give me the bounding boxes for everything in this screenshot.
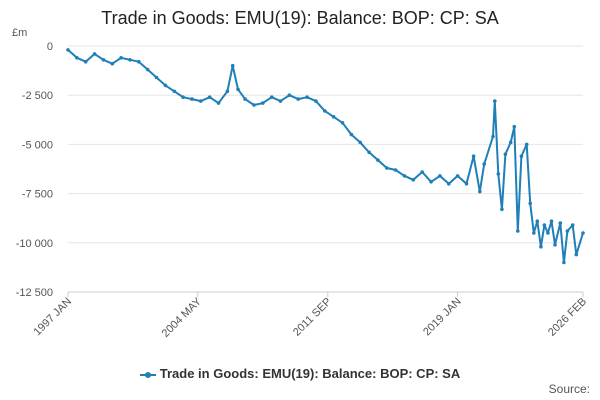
data-point[interactable] bbox=[402, 174, 407, 178]
y-tick-label: -7 500 bbox=[22, 189, 53, 201]
data-point[interactable] bbox=[553, 243, 557, 247]
data-point[interactable] bbox=[493, 99, 497, 103]
data-point[interactable] bbox=[562, 260, 566, 265]
y-tick-label: -10 000 bbox=[16, 238, 53, 250]
data-point[interactable] bbox=[455, 174, 460, 178]
data-point[interactable] bbox=[376, 158, 380, 162]
data-point[interactable] bbox=[252, 103, 256, 107]
data-point[interactable] bbox=[478, 189, 482, 194]
data-point[interactable] bbox=[558, 221, 563, 225]
data-point[interactable] bbox=[287, 93, 292, 97]
x-axis-ticks: 1997 JAN 2004 MAY 2011 SEP 2019 JAN 2026 FEB bbox=[31, 292, 589, 340]
data-point[interactable] bbox=[190, 97, 194, 101]
data-point[interactable] bbox=[236, 87, 240, 92]
data-point[interactable] bbox=[420, 170, 425, 174]
x-tick-label: 2011 SEP bbox=[291, 296, 334, 339]
data-point[interactable] bbox=[305, 95, 309, 99]
data-point[interactable] bbox=[535, 219, 540, 223]
data-point[interactable] bbox=[225, 89, 230, 94]
data-point[interactable] bbox=[429, 180, 433, 184]
legend-label: Trade in Goods: EMU(19): Balance: BOP: C… bbox=[159, 366, 461, 381]
chart-title: Trade in Goods: EMU(19): Balance: BOP: C… bbox=[101, 8, 499, 28]
data-point[interactable] bbox=[101, 58, 106, 62]
data-point[interactable] bbox=[278, 99, 283, 103]
data-point[interactable] bbox=[83, 59, 88, 64]
y-tick-label: -12 500 bbox=[16, 287, 53, 299]
data-point[interactable] bbox=[393, 168, 398, 172]
data-point[interactable] bbox=[137, 59, 141, 64]
y-tick-label: -2 500 bbox=[22, 90, 53, 102]
data-point[interactable] bbox=[464, 182, 469, 186]
data-point[interactable] bbox=[482, 162, 487, 166]
data-point[interactable] bbox=[243, 97, 247, 101]
data-point[interactable] bbox=[524, 142, 529, 147]
data-point[interactable] bbox=[92, 52, 97, 56]
data-point[interactable] bbox=[574, 252, 579, 257]
data-point[interactable] bbox=[296, 97, 301, 101]
data-point[interactable] bbox=[181, 95, 185, 99]
y-tick-label: -5 000 bbox=[22, 139, 53, 151]
data-point[interactable] bbox=[172, 89, 177, 94]
data-point[interactable] bbox=[447, 182, 451, 186]
data-point[interactable] bbox=[349, 132, 354, 137]
data-point[interactable] bbox=[163, 83, 168, 88]
data-point[interactable] bbox=[331, 115, 336, 119]
legend-swatch bbox=[139, 371, 156, 378]
data-point[interactable] bbox=[154, 75, 159, 80]
data-point[interactable] bbox=[367, 150, 371, 155]
data-point[interactable] bbox=[119, 56, 123, 60]
data-point[interactable] bbox=[508, 140, 513, 145]
data-point[interactable] bbox=[340, 121, 345, 125]
data-point[interactable] bbox=[75, 56, 79, 60]
data-point[interactable] bbox=[491, 134, 495, 139]
x-tick-label: 2019 JAN bbox=[421, 296, 464, 339]
y-axis-ticks: 0 -2 500 -5 000 -7 500 -10 000 -12 500 bbox=[16, 41, 53, 299]
data-point[interactable] bbox=[528, 201, 532, 206]
data-point[interactable] bbox=[519, 154, 524, 158]
data-point[interactable] bbox=[516, 229, 520, 233]
data-point[interactable] bbox=[216, 101, 221, 105]
data-point[interactable] bbox=[496, 172, 501, 176]
data-point[interactable] bbox=[323, 109, 327, 113]
data-point[interactable] bbox=[261, 101, 265, 105]
series-group bbox=[66, 48, 585, 265]
data-point[interactable] bbox=[110, 61, 115, 66]
data-point[interactable] bbox=[314, 99, 318, 103]
data-point[interactable] bbox=[539, 244, 543, 249]
data-point[interactable] bbox=[207, 95, 212, 99]
data-point[interactable] bbox=[411, 178, 416, 182]
data-point[interactable] bbox=[549, 219, 554, 223]
data-point[interactable] bbox=[500, 207, 504, 212]
x-tick-label: 2004 MAY bbox=[160, 295, 205, 340]
data-point[interactable] bbox=[471, 154, 476, 158]
data-point[interactable] bbox=[230, 63, 235, 68]
x-tick-label: 1997 JAN bbox=[31, 296, 74, 339]
data-point[interactable] bbox=[385, 166, 389, 170]
data-point[interactable] bbox=[438, 174, 442, 178]
data-point[interactable] bbox=[145, 67, 150, 72]
series-line bbox=[67, 49, 584, 264]
y-tick-label: 0 bbox=[47, 41, 53, 53]
data-point[interactable] bbox=[503, 152, 508, 156]
data-point[interactable] bbox=[546, 231, 550, 235]
data-point[interactable] bbox=[532, 231, 536, 235]
data-point[interactable] bbox=[358, 140, 363, 145]
data-point[interactable] bbox=[128, 58, 132, 62]
data-point[interactable] bbox=[581, 231, 585, 235]
data-point[interactable] bbox=[269, 95, 274, 99]
source-label: Source: bbox=[548, 382, 590, 396]
data-point[interactable] bbox=[565, 229, 570, 233]
data-point[interactable] bbox=[512, 124, 517, 129]
data-point[interactable] bbox=[570, 223, 575, 227]
x-tick-label: 2026 FEB bbox=[546, 296, 589, 339]
legend[interactable]: Trade in Goods: EMU(19): Balance: BOP: C… bbox=[0, 366, 600, 381]
data-point[interactable] bbox=[66, 48, 70, 52]
y-unit-label: £m bbox=[12, 27, 27, 39]
data-point[interactable] bbox=[542, 223, 547, 227]
data-point[interactable] bbox=[199, 99, 203, 103]
gridlines bbox=[68, 45, 583, 244]
